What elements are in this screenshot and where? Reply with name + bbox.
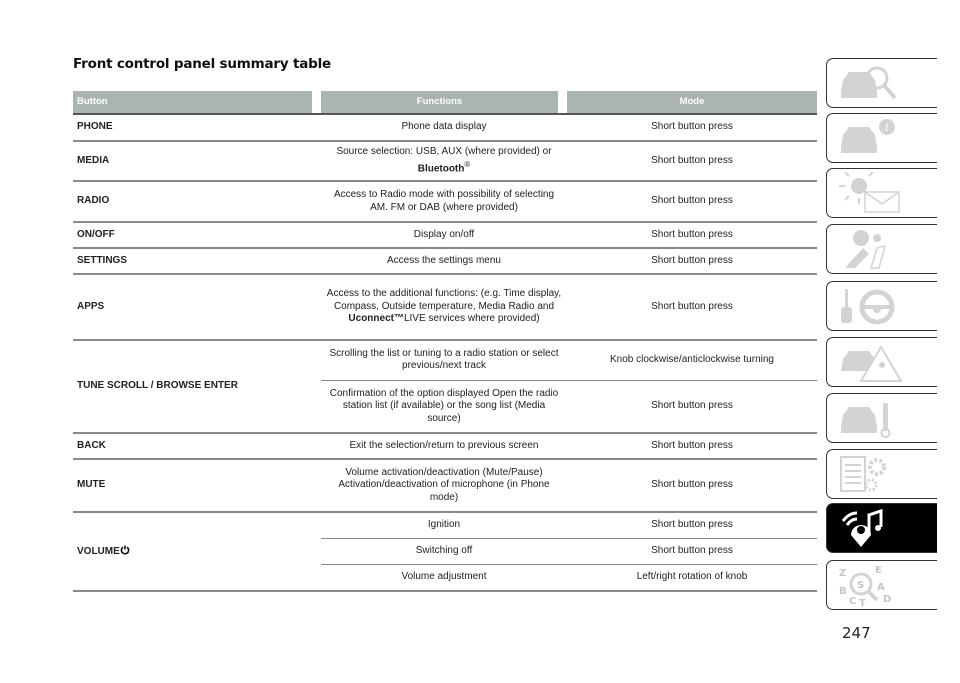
function-cell: Scrolling the list or tuning to a radio … [321,340,567,381]
alphabetical-index-icon: ZSEBACTD [839,565,891,606]
button-cell: MUTE [73,459,321,513]
function-cell: Access the settings menu [321,248,567,275]
tab-index[interactable]: ZSEBACTD [826,560,937,610]
function-cell: Switching off [321,538,567,565]
volume-label: VOLUME [77,545,120,557]
button-cell: TUNE SCROLL / BROWSE ENTER [73,340,321,434]
tab-warning-lights[interactable] [826,168,937,218]
specs-gear-icon [840,456,886,492]
function-text: Access to the additional functions: (e.g… [326,288,562,312]
table-subrow: Volume adjustment Left/right rotation of… [73,564,817,592]
table-row: MEDIA Source selection: USB, AUX (where … [73,141,817,182]
table-header: Button Functions Mode [73,91,817,114]
table-row: VOLUME Ignition Short button press [73,512,817,592]
table-row: ON/OFF Display on/off Short button press [73,222,817,249]
mode-cell: Short button press [567,380,817,434]
tab-starting-driving[interactable] [826,281,937,331]
mode-cell: Short button press [567,141,817,182]
header-button: Button [73,91,312,113]
summary-table: Button Functions Mode PHONE Phone data d… [73,91,817,592]
function-cell: Exit the selection/return to previous sc… [321,433,567,460]
table-row: BACK Exit the selection/return to previo… [73,433,817,460]
car-info-icon: i [841,119,895,153]
button-cell: RADIO [73,181,321,223]
button-cell: APPS [73,274,321,341]
mode-cell: Knob clockwise/anticlockwise turning [567,340,817,381]
table-row: PHONE Phone data display Short button pr… [73,113,817,142]
mode-cell: Short button press [567,113,817,142]
index-letters: ZSEBACTD [839,565,891,606]
button-cell: MEDIA [73,141,321,182]
airbag-seat-icon [845,230,887,269]
mode-cell: Short button press [567,538,817,565]
uconnect-text: Uconnect™ [348,313,404,325]
mode-cell: Left/right rotation of knob [567,564,817,592]
button-cell: PHONE [73,113,321,142]
mode-cell: Short button press [567,222,817,249]
header-mode: Mode [567,91,817,113]
mode-cell: Short button press [567,248,817,275]
function-text: Source selection: USB, AUX (where provid… [336,146,552,158]
power-icon [120,545,130,555]
tab-car-search[interactable] [826,58,937,108]
tab-car-info[interactable]: i [826,113,937,163]
button-cell: SETTINGS [73,248,321,275]
car-wrench-icon [841,403,891,438]
tab-maintenance[interactable] [826,393,937,443]
table-row: APPS Access to the additional functions:… [73,274,817,341]
tab-technical-data[interactable] [826,449,937,499]
function-cell: Source selection: USB, AUX (where provid… [321,141,567,182]
button-cell: BACK [73,433,321,460]
mode-cell: Short button press [567,512,817,539]
function-cell: Volume adjustment [321,564,567,592]
function-cell: Display on/off [321,222,567,249]
table-subrow: Switching off Short button press [73,538,817,565]
tab-emergency[interactable] [826,337,937,387]
car-search-icon [841,66,897,100]
car-hazard-triangle-icon [841,345,903,382]
page-number: 247 [842,624,871,642]
key-steering-wheel-icon [841,289,895,325]
header-functions: Functions [321,91,558,113]
table-row: SETTINGS Access the settings menu Short … [73,248,817,275]
function-text: LIVE services where provided) [403,313,540,325]
mode-cell: Short button press [567,274,817,341]
table-row: MUTE Volume activation/deactivation (Mut… [73,459,817,513]
mode-cell: Short button press [567,181,817,223]
button-cell: ON/OFF [73,222,321,249]
tab-safety[interactable] [826,224,937,274]
function-cell: Volume activation/deactivation (Mute/Pau… [321,459,567,513]
tab-multimedia[interactable] [826,503,937,553]
mode-cell: Short button press [567,459,817,513]
chapter-tabs: i ZSEBACTD [826,0,960,683]
function-cell: Phone data display [321,113,567,142]
svg-text:i: i [885,121,889,134]
function-cell: Confirmation of the option displayed Ope… [321,380,567,434]
multimedia-icon [841,508,883,547]
function-cell: Ignition [321,512,567,539]
page-title: Front control panel summary table [73,56,331,72]
function-cell: Access to the additional functions: (e.g… [321,274,567,341]
mode-cell: Short button press [567,433,817,460]
bluetooth-text: Bluetooth [417,163,465,175]
table-subrow: Confirmation of the option displayed Ope… [73,380,817,434]
registered-mark: ® [464,159,471,169]
function-cell: Access to Radio mode with possibility of… [321,181,567,223]
warning-light-message-icon [839,172,900,213]
table-row: RADIO Access to Radio mode with possibil… [73,181,817,223]
button-cell: VOLUME [73,512,321,592]
table-row: TUNE SCROLL / BROWSE ENTER Scrolling the… [73,340,817,434]
